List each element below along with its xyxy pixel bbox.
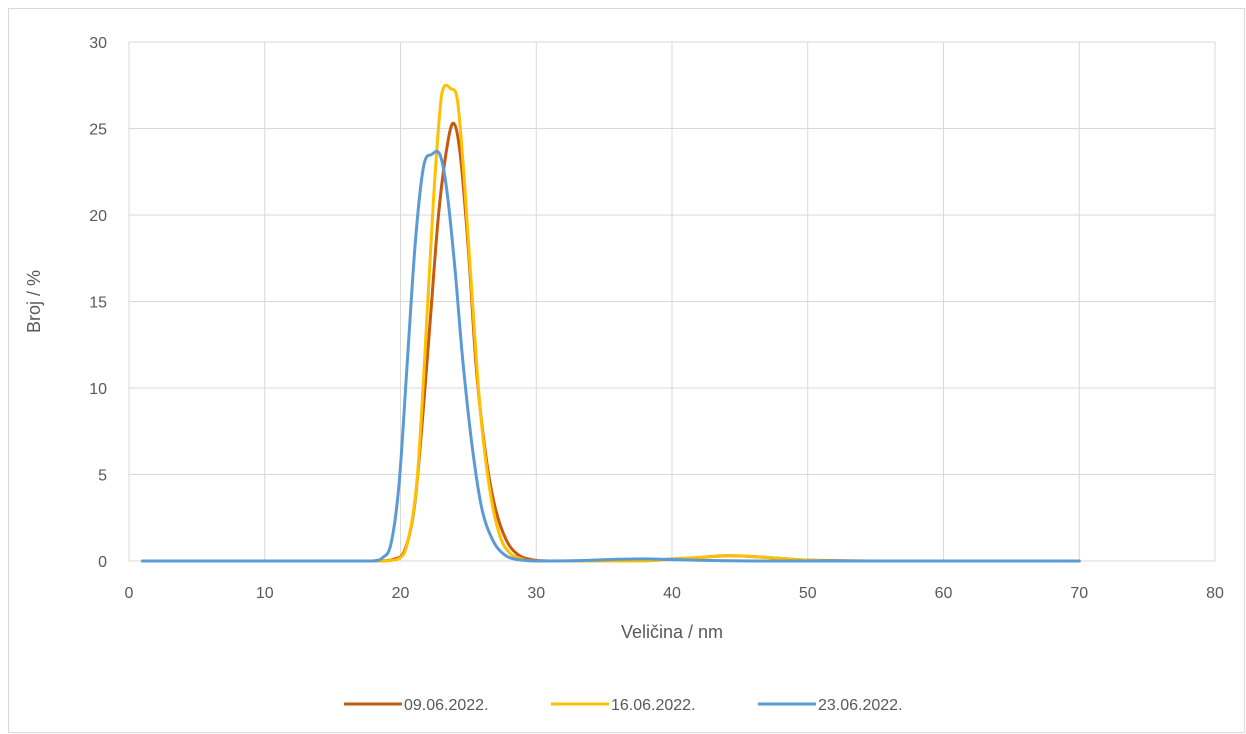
x-axis-title: Veličina / nm bbox=[621, 622, 723, 642]
legend: 09.06.2022. 16.06.2022. 23.06.2022. bbox=[344, 697, 903, 714]
y-tick-label: 10 bbox=[89, 381, 107, 398]
x-tick-label: 10 bbox=[256, 585, 274, 602]
x-tick-label: 0 bbox=[125, 585, 134, 602]
x-tick-label: 70 bbox=[1070, 585, 1088, 602]
series-line-1 bbox=[141, 121, 1081, 563]
x-tick-label: 50 bbox=[799, 585, 817, 602]
y-tick-label: 15 bbox=[89, 295, 107, 312]
x-tick-label: 80 bbox=[1206, 585, 1224, 602]
legend-label-1: 09.06.2022. bbox=[404, 697, 489, 714]
y-tick-label: 20 bbox=[89, 208, 107, 225]
y-axis-title: Broj / % bbox=[24, 270, 44, 333]
y-tick-label: 30 bbox=[89, 35, 107, 52]
x-tick-label: 20 bbox=[392, 585, 410, 602]
y-tick-label: 5 bbox=[98, 468, 107, 485]
series-layer bbox=[141, 83, 1081, 563]
legend-label-3: 23.06.2022. bbox=[818, 697, 903, 714]
x-tick-label: 40 bbox=[663, 585, 681, 602]
y-tick-label: 0 bbox=[98, 554, 107, 571]
x-tick-label: 60 bbox=[935, 585, 953, 602]
tick-labels: 0 5 10 15 20 25 30 0 10 20 30 40 50 60 70 80 bbox=[89, 35, 1224, 602]
grid bbox=[128, 41, 1216, 562]
series-line-3 bbox=[141, 149, 1081, 563]
y-tick-label: 25 bbox=[89, 122, 107, 139]
series-line-2 bbox=[141, 83, 1081, 563]
legend-label-2: 16.06.2022. bbox=[611, 697, 696, 714]
x-tick-label: 30 bbox=[527, 585, 545, 602]
